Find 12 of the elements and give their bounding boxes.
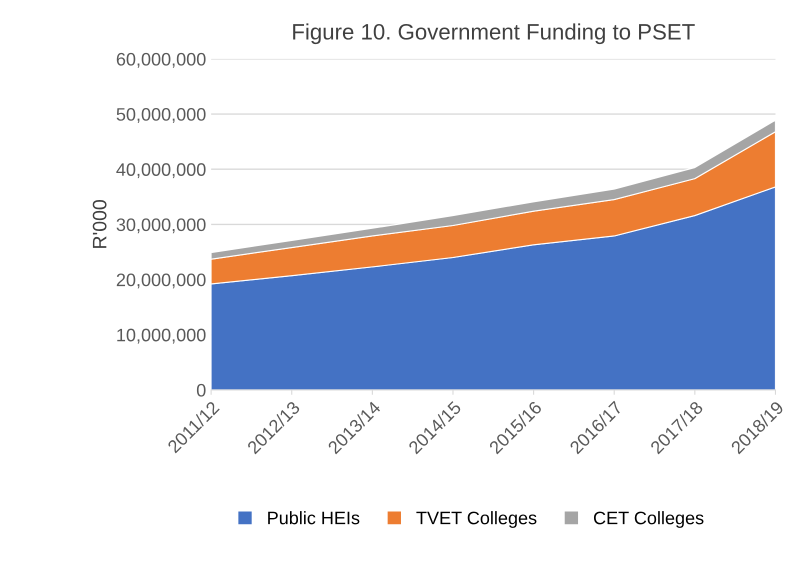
y-tick-label: 50,000,000 bbox=[116, 108, 206, 123]
y-axis-title: R'000 bbox=[92, 200, 107, 248]
y-tick-label: 60,000,000 bbox=[116, 52, 206, 68]
y-tick-label: 30,000,000 bbox=[116, 218, 206, 234]
y-tick-label: 10,000,000 bbox=[117, 328, 206, 344]
y-tick-label: 40,000,000 bbox=[116, 163, 206, 178]
legend-label: TVET Colleges bbox=[416, 511, 536, 528]
chart-title: Figure 10. Government Funding to PSET bbox=[293, 23, 695, 44]
y-tick-label: 0 bbox=[196, 384, 206, 397]
y-tick-label: 20,000,000 bbox=[116, 274, 206, 288]
legend-label: Public HEIs bbox=[268, 511, 360, 524]
legend-label: CET Colleges bbox=[594, 511, 704, 528]
